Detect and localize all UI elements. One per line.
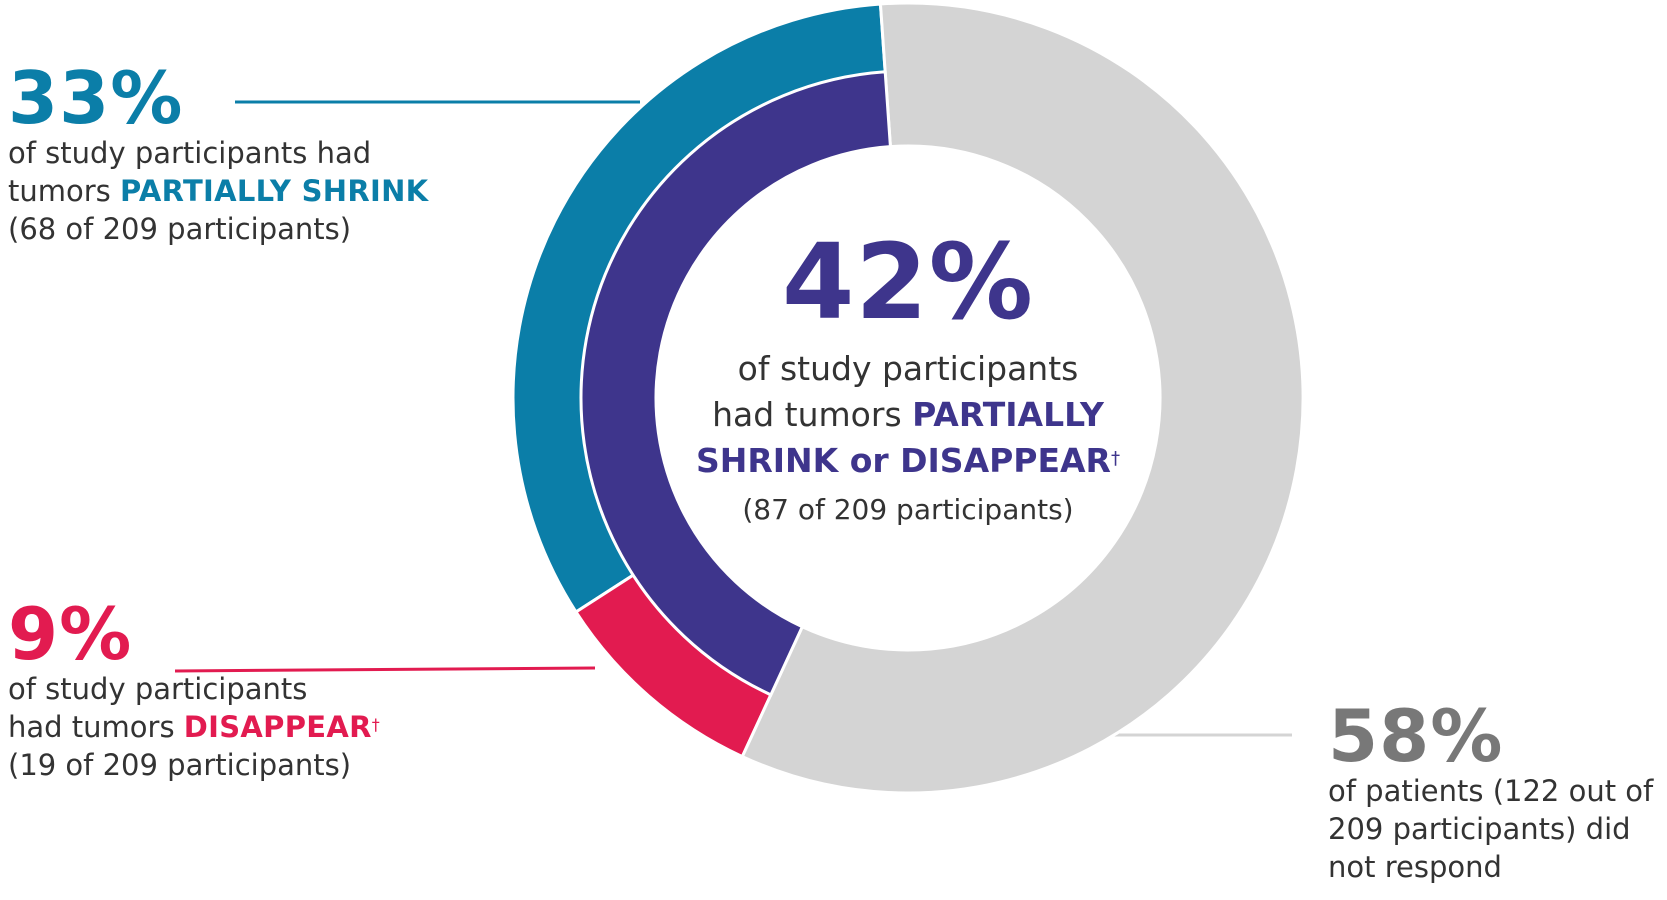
callout-partially-shrink: 33% of study participants had tumors PAR… xyxy=(8,62,428,248)
center-summary: 42% of study participants had tumors PAR… xyxy=(648,230,1168,530)
dagger-mark: † xyxy=(371,715,380,734)
no-response-description: of patients (122 out of 209 participants… xyxy=(1328,774,1654,884)
callout-disappear: 9% of study participants had tumors DISA… xyxy=(8,598,380,784)
center-line2: had tumors PARTIALLY xyxy=(712,395,1104,434)
callout-no-response: 58% of patients (122 out of 209 particip… xyxy=(1328,700,1653,886)
center-percent: 42% xyxy=(782,221,1034,343)
shrink-percent: 33% xyxy=(8,56,184,140)
disappear-percent: 9% xyxy=(8,592,133,676)
inner-ring xyxy=(579,70,893,697)
center-line1: of study participants xyxy=(737,349,1079,388)
no-response-percent: 58% xyxy=(1328,694,1504,778)
outer-segment-did-not-respond xyxy=(740,1,1305,795)
leader-line-disappear xyxy=(174,666,596,673)
center-line3: SHRINK or DISAPPEAR† xyxy=(695,441,1121,480)
shrink-description: of study participants had tumors PARTIAL… xyxy=(8,136,429,246)
inner-segment-shrink-or-disappear xyxy=(579,70,893,697)
disappear-description: of study participants had tumors DISAPPE… xyxy=(8,672,380,782)
dagger-mark: † xyxy=(1110,448,1121,469)
center-count: (87 of 209 participants) xyxy=(742,493,1074,526)
